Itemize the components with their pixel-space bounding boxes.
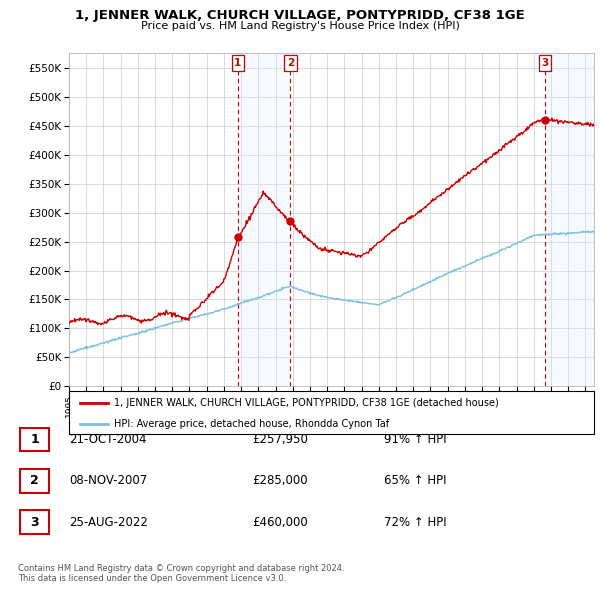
Text: 65% ↑ HPI: 65% ↑ HPI: [384, 474, 446, 487]
Text: HPI: Average price, detached house, Rhondda Cynon Taf: HPI: Average price, detached house, Rhon…: [113, 419, 389, 430]
Bar: [545, 53, 594, 386]
Text: 1: 1: [234, 58, 241, 68]
Text: 91% ↑ HPI: 91% ↑ HPI: [384, 433, 446, 446]
Text: 1, JENNER WALK, CHURCH VILLAGE, PONTYPRIDD, CF38 1GE: 1, JENNER WALK, CHURCH VILLAGE, PONTYPRI…: [75, 9, 525, 22]
FancyBboxPatch shape: [20, 510, 49, 534]
Text: 1, JENNER WALK, CHURCH VILLAGE, PONTYPRIDD, CF38 1GE (detached house): 1, JENNER WALK, CHURCH VILLAGE, PONTYPRI…: [113, 398, 499, 408]
FancyBboxPatch shape: [69, 391, 594, 434]
Text: 21-OCT-2004: 21-OCT-2004: [69, 433, 146, 446]
Text: £257,950: £257,950: [252, 433, 308, 446]
Text: Contains HM Land Registry data © Crown copyright and database right 2024.
This d: Contains HM Land Registry data © Crown c…: [18, 563, 344, 583]
FancyBboxPatch shape: [20, 428, 49, 451]
Text: £285,000: £285,000: [252, 474, 308, 487]
Text: 08-NOV-2007: 08-NOV-2007: [69, 474, 147, 487]
Text: £460,000: £460,000: [252, 516, 308, 529]
Text: 3: 3: [541, 58, 548, 68]
Text: 2: 2: [30, 474, 39, 487]
Bar: [238, 53, 290, 386]
Text: 25-AUG-2022: 25-AUG-2022: [69, 516, 148, 529]
Text: 3: 3: [30, 516, 39, 529]
Text: 1: 1: [30, 433, 39, 446]
Text: Price paid vs. HM Land Registry's House Price Index (HPI): Price paid vs. HM Land Registry's House …: [140, 21, 460, 31]
Text: 72% ↑ HPI: 72% ↑ HPI: [384, 516, 446, 529]
Text: 2: 2: [287, 58, 294, 68]
FancyBboxPatch shape: [20, 469, 49, 493]
